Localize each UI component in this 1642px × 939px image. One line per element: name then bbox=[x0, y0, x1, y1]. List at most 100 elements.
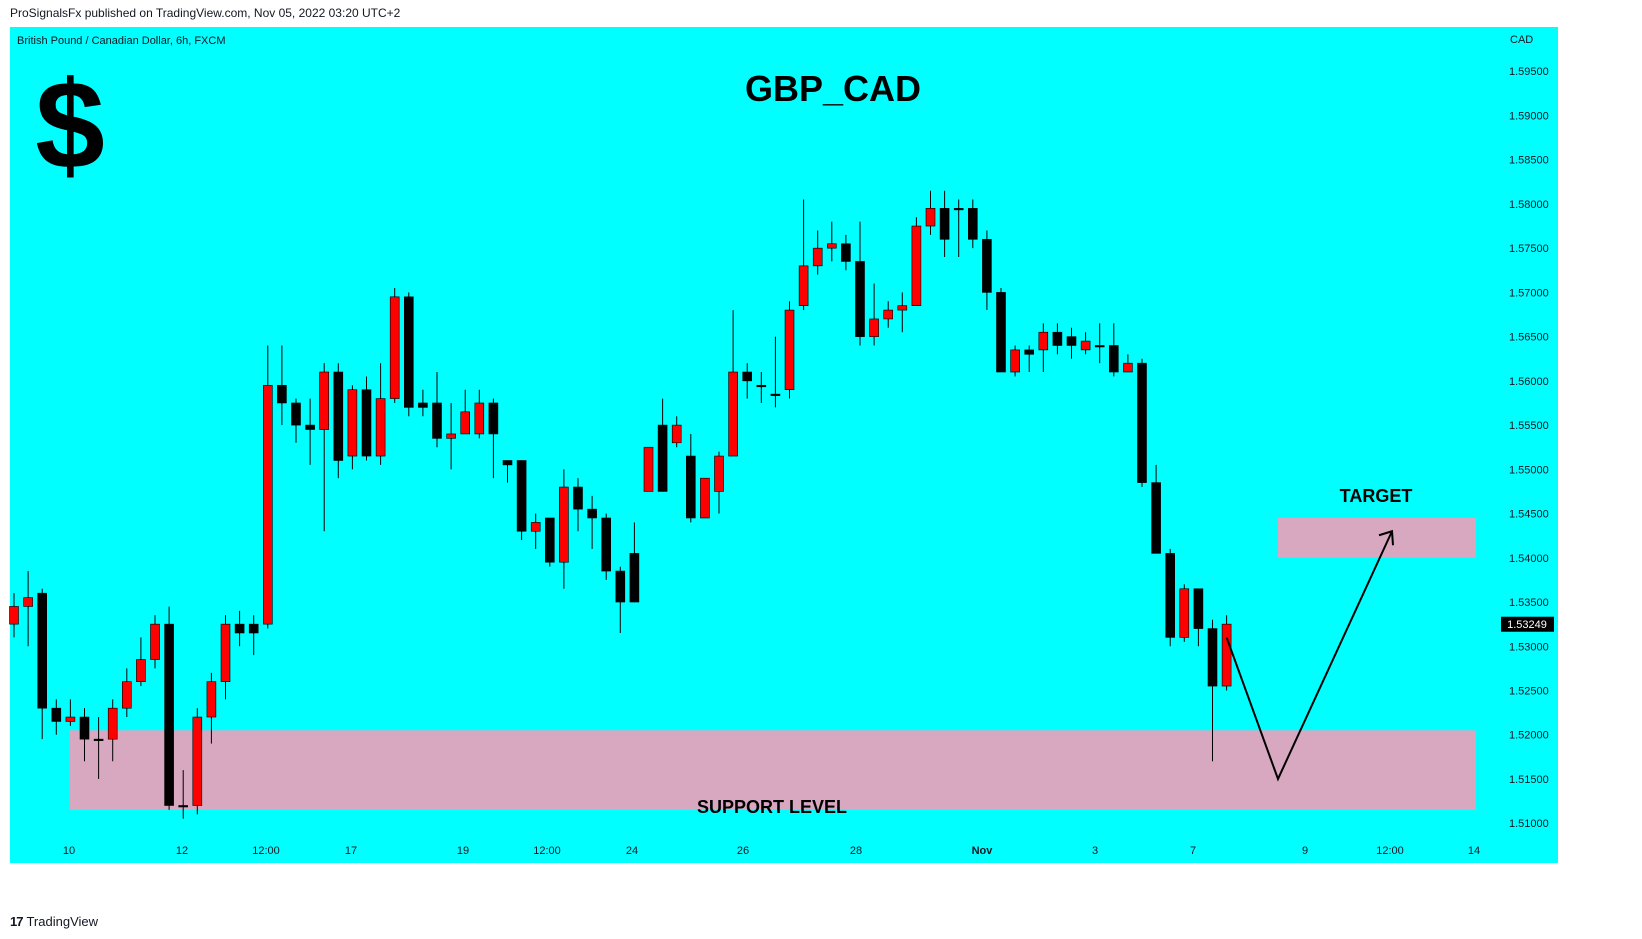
tradingview-logo-icon: 17 bbox=[10, 914, 24, 929]
candle-body bbox=[601, 517, 612, 572]
candle-body bbox=[996, 292, 1006, 373]
time-tick-label: 17 bbox=[345, 845, 357, 857]
candle-body bbox=[150, 623, 160, 660]
last-price-label: 1.53249 bbox=[1507, 619, 1547, 631]
price-tick-label: 1.51500 bbox=[1509, 774, 1549, 786]
support-zone[interactable] bbox=[70, 730, 1476, 810]
candle-body bbox=[939, 208, 950, 240]
candle-body bbox=[403, 296, 414, 408]
candle-body bbox=[700, 477, 710, 519]
candle-body bbox=[107, 707, 118, 740]
price-axis[interactable]: 1.51000 1.51500 1.52000 1.52500 1.53000 1.535… bbox=[1509, 66, 1549, 830]
candle-body bbox=[432, 402, 442, 439]
candle-body bbox=[1066, 336, 1077, 346]
candle-body bbox=[502, 460, 513, 466]
publisher-caption: ProSignalsFx published on TradingView.co… bbox=[10, 6, 401, 20]
price-tick-label: 1.58500 bbox=[1509, 155, 1549, 167]
candle-body bbox=[559, 486, 569, 563]
candle-body bbox=[319, 371, 330, 430]
candle-body bbox=[262, 384, 273, 625]
candle-body bbox=[798, 265, 809, 306]
time-tick-label: 12:00 bbox=[1376, 845, 1404, 857]
dollar-icon: $ bbox=[35, 56, 105, 195]
target-label: TARGET bbox=[1340, 486, 1413, 506]
price-tick-label: 1.58000 bbox=[1509, 199, 1549, 211]
price-tick-label: 1.59500 bbox=[1509, 66, 1549, 78]
candle-body bbox=[967, 208, 978, 240]
candle-body bbox=[248, 623, 259, 634]
candle-body bbox=[446, 433, 456, 439]
candle-body bbox=[488, 402, 499, 435]
price-tick-label: 1.59000 bbox=[1509, 110, 1549, 122]
symbol-label[interactable]: British Pound / Canadian Dollar, 6h, FXC… bbox=[17, 35, 226, 47]
candle-body bbox=[530, 522, 541, 532]
candle-body bbox=[23, 597, 33, 607]
candle-body bbox=[671, 424, 682, 444]
target-zone[interactable] bbox=[1278, 517, 1476, 558]
candle-body bbox=[756, 384, 767, 388]
time-tick-label: 12:00 bbox=[252, 845, 280, 857]
candle-body bbox=[136, 659, 146, 682]
price-tick-label: 1.54500 bbox=[1509, 509, 1549, 521]
candle-body bbox=[1151, 482, 1161, 554]
candle-body bbox=[657, 424, 668, 492]
time-tick-label: 24 bbox=[626, 845, 638, 857]
candle-body bbox=[1179, 588, 1190, 638]
price-tick-label: 1.55500 bbox=[1509, 420, 1549, 432]
time-tick-label: 9 bbox=[1302, 845, 1308, 857]
candle-body bbox=[1137, 362, 1147, 483]
time-tick-label: 28 bbox=[850, 845, 862, 857]
price-tick-label: 1.51000 bbox=[1509, 818, 1549, 830]
candle-body bbox=[784, 309, 795, 391]
candle-body bbox=[587, 508, 597, 519]
time-tick-label: 3 bbox=[1092, 845, 1098, 857]
candle-body bbox=[714, 455, 724, 492]
time-tick-label: 19 bbox=[457, 845, 469, 857]
candle-body bbox=[305, 424, 315, 430]
candle-body bbox=[418, 402, 428, 408]
chart-title: GBP_CAD bbox=[745, 68, 921, 109]
candle-body bbox=[728, 371, 738, 457]
candle-body bbox=[375, 398, 386, 457]
candle-body bbox=[164, 623, 174, 806]
candle-body bbox=[1080, 340, 1091, 351]
time-tick-label: 7 bbox=[1190, 845, 1196, 857]
candle-body bbox=[1094, 345, 1105, 348]
candle-body bbox=[953, 208, 964, 211]
candle-body bbox=[770, 393, 781, 396]
candle-body bbox=[460, 411, 471, 435]
candle-body bbox=[206, 681, 217, 718]
time-tick-label: Nov bbox=[972, 845, 994, 857]
candle-body bbox=[742, 371, 753, 382]
price-tick-label: 1.56000 bbox=[1509, 376, 1549, 388]
candle-body bbox=[925, 208, 936, 227]
candle-body bbox=[1109, 345, 1119, 373]
candle-body bbox=[277, 384, 287, 404]
candle-body bbox=[9, 606, 19, 625]
candle-body bbox=[122, 681, 132, 709]
candle-body bbox=[1193, 588, 1204, 629]
projection-path[interactable] bbox=[1225, 530, 1393, 782]
candle-body bbox=[474, 402, 485, 435]
candle-body bbox=[883, 309, 894, 320]
price-tick-label: 1.54000 bbox=[1509, 553, 1549, 565]
candle-body bbox=[178, 805, 188, 808]
time-tick-label: 12:00 bbox=[533, 845, 561, 857]
candle-body bbox=[1038, 331, 1049, 351]
support-level-label: SUPPORT LEVEL bbox=[697, 797, 847, 817]
arrowhead-icon bbox=[1378, 529, 1394, 546]
candle-body bbox=[1207, 628, 1218, 687]
candle-body bbox=[220, 623, 231, 682]
candle-body bbox=[1010, 349, 1020, 373]
candle-body bbox=[65, 716, 76, 722]
price-tick-label: 1.52500 bbox=[1509, 685, 1549, 697]
candle-body bbox=[855, 261, 865, 337]
candle-body bbox=[869, 318, 879, 337]
footer-brand[interactable]: 17 TradingView bbox=[10, 914, 98, 929]
price-tick-label: 1.57500 bbox=[1509, 243, 1549, 255]
time-axis[interactable]: 10 12 12:00 17 19 12:00 24 26 28 Nov 3 7 9 12:00 14 bbox=[63, 845, 1480, 857]
tradingview-brand: TradingView bbox=[26, 914, 99, 929]
time-tick-label: 10 bbox=[63, 845, 75, 857]
candle-body bbox=[897, 305, 908, 311]
